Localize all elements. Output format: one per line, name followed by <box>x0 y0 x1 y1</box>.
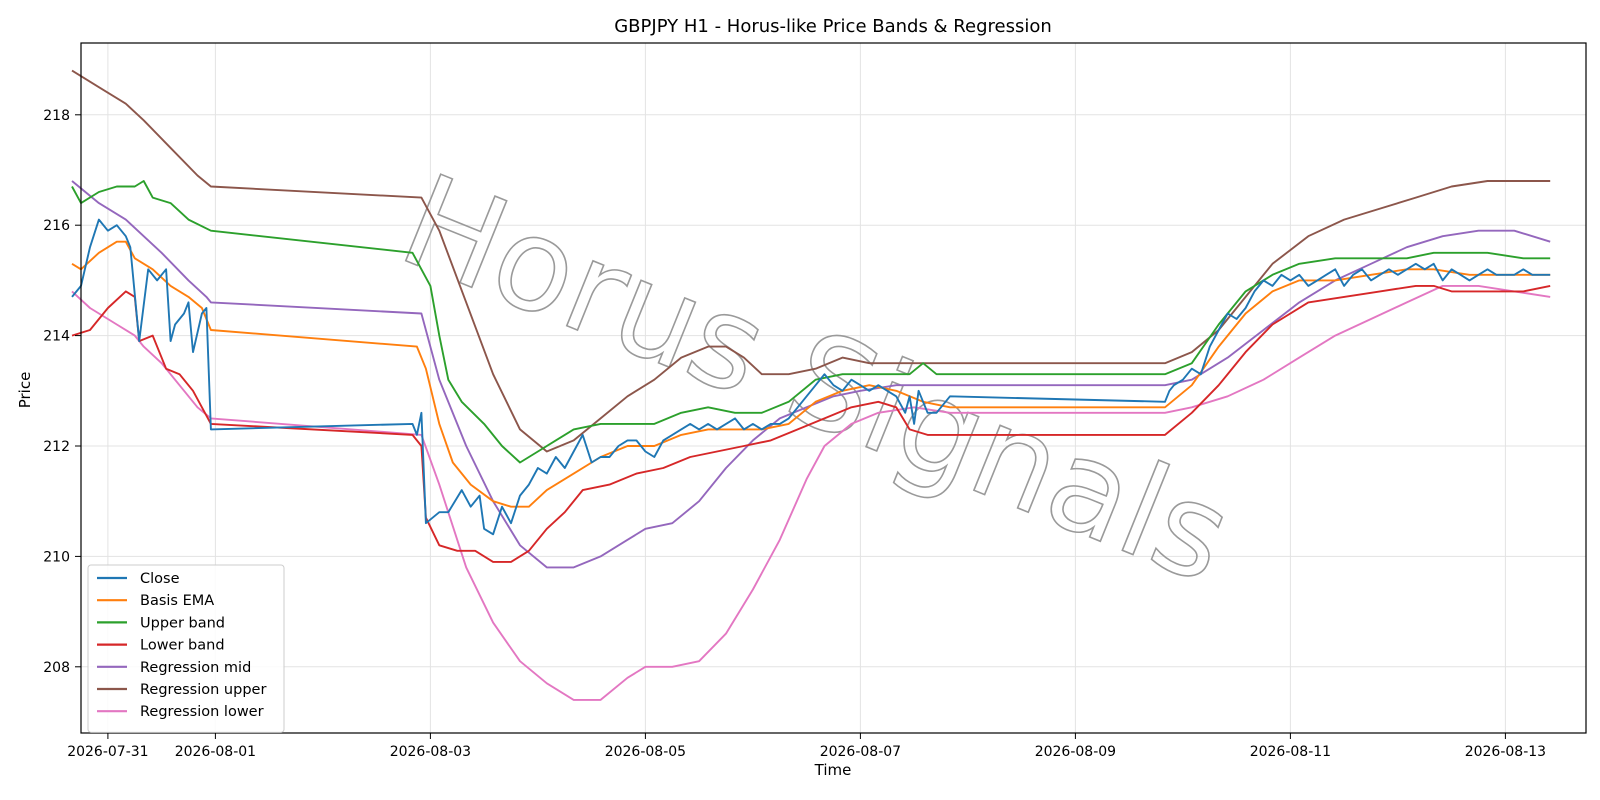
plot-frame <box>80 42 1587 734</box>
x-tick-label: 2026-08-05 <box>605 744 686 760</box>
x-axis: 2026-07-31 2026-08-01 2026-08-03 2026-08-05… <box>67 733 1546 760</box>
chart-title: GBPJPY H1 - Horus-like Price Bands & Reg… <box>614 16 1052 37</box>
y-axis: 208 210 212 214 216 218 <box>43 108 81 676</box>
x-tick-label: 2026-08-03 <box>390 744 471 760</box>
legend-label: Lower band <box>140 638 225 654</box>
grid <box>81 43 1586 733</box>
y-tick-label: 210 <box>43 549 70 565</box>
x-tick-label: 2026-08-11 <box>1250 744 1331 760</box>
series-line-upper-band <box>71 180 1551 464</box>
x-tick-label: 2026-07-31 <box>67 744 148 760</box>
legend: Close Basis EMA Upper band Lower band Regres… <box>87 564 285 733</box>
x-axis-label: Time <box>814 761 852 779</box>
y-tick-label: 214 <box>43 329 70 345</box>
legend-label: Close <box>140 571 180 587</box>
x-tick-label: 2026-08-01 <box>175 744 256 760</box>
x-tick-label: 2026-08-13 <box>1465 744 1546 760</box>
legend-box <box>87 564 285 733</box>
series-line-regression-mid <box>71 180 1551 569</box>
legend-label: Regression upper <box>140 682 266 698</box>
legend-label: Basis EMA <box>140 593 214 609</box>
legend-label: Regression mid <box>140 660 251 676</box>
series-line-basis-ema <box>71 240 1551 508</box>
series-lines <box>71 69 1551 701</box>
x-tick-label: 2026-08-09 <box>1035 744 1116 760</box>
series-line-regression-upper <box>71 69 1551 453</box>
y-tick-label: 212 <box>43 439 70 455</box>
y-tick-label: 218 <box>43 108 70 124</box>
series-line-lower-band <box>71 284 1551 563</box>
x-tick-label: 2026-08-07 <box>820 744 901 760</box>
y-axis-label: Price <box>16 372 34 409</box>
y-tick-label: 208 <box>43 660 70 676</box>
legend-label: Upper band <box>140 615 225 631</box>
y-tick-label: 216 <box>43 218 70 234</box>
series-line-close <box>71 218 1551 536</box>
legend-label: Regression lower <box>140 704 264 720</box>
series-line-regression-lower <box>71 284 1551 701</box>
